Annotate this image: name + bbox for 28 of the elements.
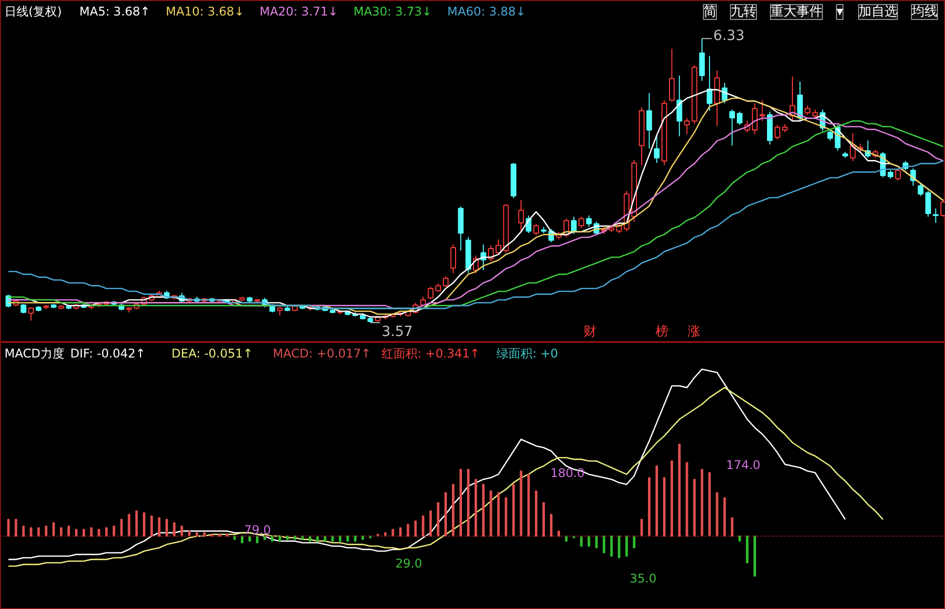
text: 简 bbox=[703, 4, 716, 20]
text: MA60: 3.88↓ bbox=[447, 4, 526, 18]
text: MA5: 3.68↑ bbox=[79, 4, 150, 18]
text: 均线 bbox=[910, 4, 938, 20]
text: DIF: -0.042↑ bbox=[70, 346, 146, 360]
text: 重大事件 bbox=[770, 4, 822, 20]
text: ▾ bbox=[836, 4, 844, 20]
text: MA10: 3.68↓ bbox=[166, 4, 244, 18]
text: 榜 bbox=[656, 324, 668, 340]
annotation: 29.0 bbox=[395, 556, 422, 570]
text: 加自选 bbox=[858, 4, 898, 20]
chart-title: 日线(复权) bbox=[4, 4, 62, 18]
text: 财 bbox=[584, 324, 597, 340]
text: 涨 bbox=[688, 324, 701, 340]
annotation: 35.0 bbox=[630, 571, 656, 586]
text: 九转 bbox=[730, 4, 756, 20]
chart-title: MACD力度 bbox=[4, 346, 64, 360]
text: DEA: -0.051↑ bbox=[172, 346, 253, 360]
text: MACD: +0.017↑ bbox=[272, 346, 372, 360]
text: MA20: 3.71↓ bbox=[260, 4, 338, 18]
text: 3.57 bbox=[382, 324, 413, 340]
annotation: 79.0 bbox=[244, 522, 271, 537]
text: 绿面积: +0 bbox=[496, 346, 558, 360]
annotation: 6.33 bbox=[713, 28, 744, 44]
annotation: 180.0 bbox=[550, 466, 585, 480]
annotation: 174.0 bbox=[726, 458, 760, 472]
text: 红面积: +0.341↑ bbox=[382, 346, 480, 360]
text: MA30: 3.73↓ bbox=[353, 4, 432, 18]
